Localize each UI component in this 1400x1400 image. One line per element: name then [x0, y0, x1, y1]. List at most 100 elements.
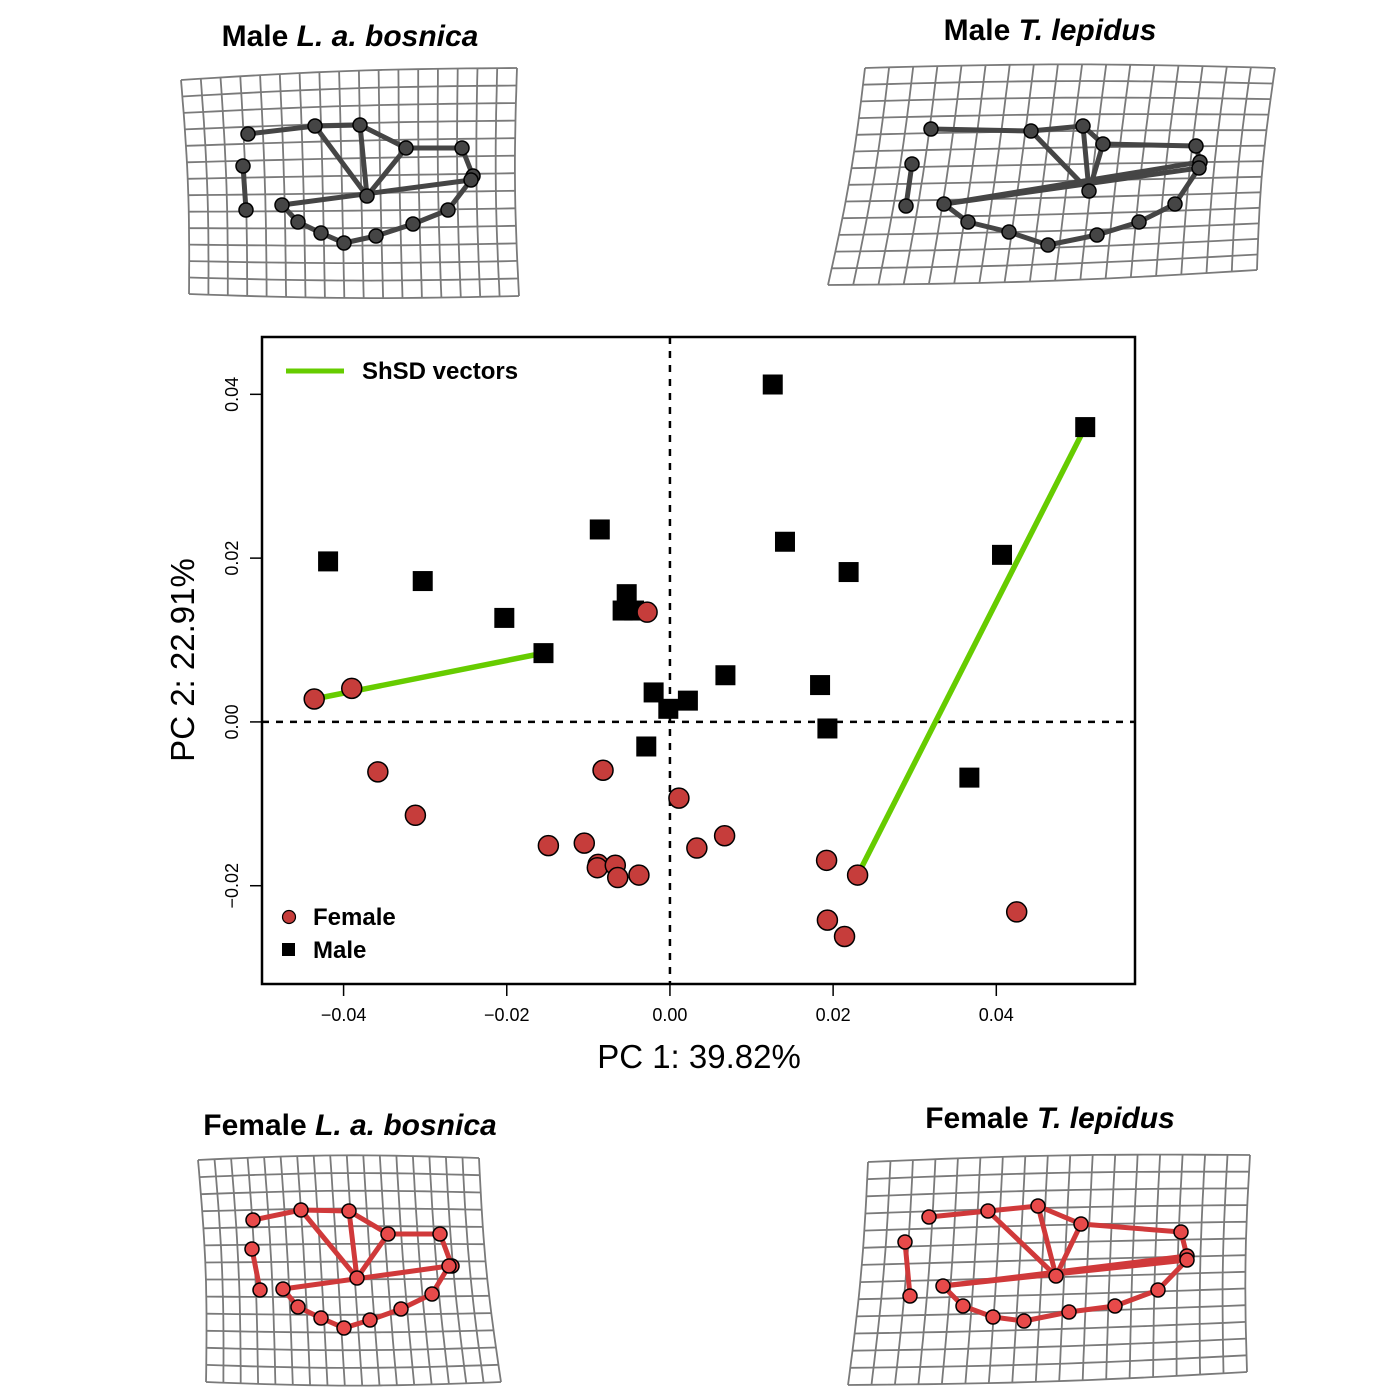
landmark-point: [454, 140, 470, 156]
female-point-16: [713, 825, 736, 847]
landmark-point: [244, 1241, 260, 1257]
wireframe-link: [250, 1207, 304, 1223]
landmark-point: [1131, 214, 1147, 230]
x-tick-label: −0.02: [484, 1005, 530, 1025]
grid-line-vertical: [1256, 67, 1276, 271]
grid-line-horizontal: [867, 1170, 1250, 1181]
grid-line-horizontal: [199, 1172, 480, 1178]
grid-line-horizontal: [200, 1189, 481, 1196]
wireframe-link: [298, 1207, 360, 1281]
landmark-point: [923, 121, 939, 137]
shsd-vector-2: [855, 425, 1088, 877]
y-tick-label: −0.02: [222, 863, 242, 909]
wireframe-link: [926, 1208, 991, 1220]
landmark-point: [1089, 227, 1105, 243]
grid-line-horizontal: [188, 207, 516, 213]
grid-line-horizontal: [860, 96, 1271, 103]
male-point-2: [412, 571, 433, 592]
grid-line-horizontal: [856, 129, 1267, 136]
grid-line-vertical: [1011, 1156, 1027, 1383]
caption-male-bosnica: Male L. a. bosnica: [222, 20, 479, 53]
deformation-grid-male-bosnica: [180, 67, 520, 299]
caption-female-bosnica: Female L. a. bosnica: [203, 1109, 496, 1142]
landmark-point: [293, 1202, 309, 1218]
x-tick-label: 0.00: [652, 1005, 687, 1025]
female-point-20: [846, 864, 869, 886]
grid-line-vertical: [941, 1158, 959, 1385]
male-point-19: [959, 767, 980, 788]
landmark-point: [362, 1312, 378, 1328]
grid-line-horizontal: [858, 113, 1269, 119]
grid-line-horizontal: [864, 1220, 1247, 1232]
grid-line-horizontal: [197, 1154, 480, 1161]
male-point-21: [1075, 417, 1096, 438]
male-point-4: [533, 643, 554, 664]
plot-frame: [260, 335, 1137, 986]
landmark-point: [1173, 1224, 1189, 1240]
landmark-point: [985, 1309, 1001, 1325]
landmark-point: [368, 228, 384, 244]
grid-line-horizontal: [856, 1304, 1246, 1318]
female-point-2: [340, 677, 363, 700]
legend-points: Female Male: [281, 904, 396, 964]
female-point-15: [686, 837, 708, 859]
landmark-point: [307, 118, 323, 134]
grid-line-horizontal: [842, 206, 1260, 220]
grid-line-vertical: [953, 64, 987, 284]
grid-line-vertical: [494, 68, 501, 297]
grid-line-vertical: [902, 65, 939, 285]
landmark-point: [936, 196, 952, 212]
wireframe-link: [354, 1231, 391, 1281]
legend-vectors: ShSD vectors: [286, 358, 518, 385]
caption-female-lepidus: Female T. lepidus: [925, 1102, 1175, 1135]
female-point-6: [573, 832, 596, 854]
grid-line-horizontal: [845, 191, 1261, 203]
landmark-point: [960, 214, 976, 230]
landmark-point: [1179, 1252, 1195, 1268]
landmark-point: [1150, 1282, 1166, 1298]
grid-line-vertical: [279, 1156, 294, 1385]
y-tick-label: 0.04: [222, 377, 242, 412]
landmark-point: [1016, 1313, 1032, 1329]
grid-line-horizontal: [838, 222, 1259, 236]
grid-line-horizontal: [203, 1225, 483, 1230]
wireframe-link: [357, 122, 370, 199]
grid-line-horizontal: [189, 242, 517, 247]
grid-line-vertical: [978, 64, 1011, 284]
grid-line-horizontal: [206, 1363, 499, 1369]
female-point-14: [668, 787, 690, 809]
grid-line-horizontal: [205, 1381, 502, 1387]
grid-line-vertical: [362, 1155, 381, 1386]
female-point-12: [592, 759, 614, 781]
wireframe-link: [1035, 1203, 1059, 1279]
grid-line-vertical: [329, 1155, 346, 1386]
wireframe-link: [1100, 141, 1199, 149]
x-tick-label: 0.02: [816, 1005, 851, 1025]
landmark-point: [240, 126, 256, 142]
pca-scatter-plot: −0.04 −0.02 0.00 0.02 0.04 −0.02 0.00 0.02 0.04…: [164, 335, 1137, 1075]
grid-line-vertical: [461, 1157, 485, 1383]
grid-line-vertical: [852, 67, 890, 285]
shsd-vectors: [313, 425, 1088, 877]
legend-line-label: ShSD vectors: [362, 358, 518, 385]
caption-male-lepidus: Male T. lepidus: [944, 14, 1157, 47]
male-point-13: [715, 665, 736, 686]
grid-line-vertical: [312, 1155, 329, 1386]
grid-line-vertical: [1175, 1154, 1184, 1376]
landmark-point: [1191, 160, 1207, 176]
x-axis-title: PC 1: 39.82%: [597, 1038, 801, 1075]
wireframe-link: [346, 1208, 360, 1281]
wireframe-link: [1028, 123, 1086, 134]
male-point-11: [658, 698, 679, 719]
x-axis: −0.04 −0.02 0.00 0.02 0.04: [321, 983, 1014, 1025]
landmark-point: [1107, 1298, 1123, 1314]
grid-line-horizontal: [206, 1294, 490, 1298]
grid-line-vertical: [877, 66, 915, 285]
wireframe-link: [928, 126, 1034, 134]
grid-line-vertical: [827, 67, 866, 286]
male-point-5: [589, 519, 610, 540]
landmark-point: [1075, 118, 1091, 134]
grid-line-horizontal: [206, 1346, 496, 1352]
grid-line-vertical: [199, 78, 210, 295]
female-point-17: [815, 849, 838, 872]
